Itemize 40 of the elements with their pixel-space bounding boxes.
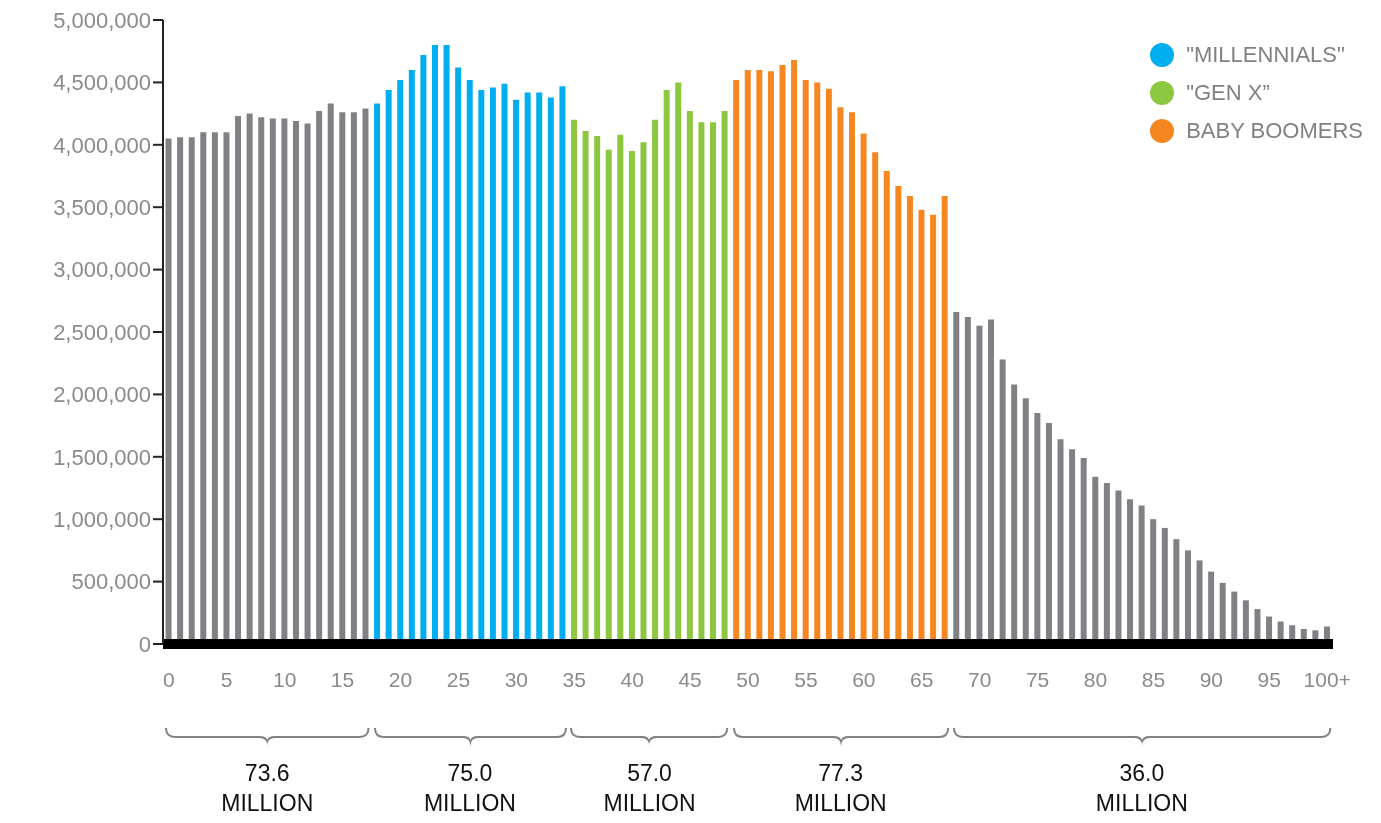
y-tick-label: 4,000,000 — [53, 132, 151, 158]
x-tick-label: 25 — [446, 667, 471, 691]
y-tick-label: 0 — [138, 631, 151, 657]
y-tick-label: 500,000 — [71, 569, 151, 595]
legend-label: BABY BOOMERS — [1186, 117, 1363, 145]
x-tick-label: 45 — [678, 667, 702, 691]
text: 57.0 MILLION — [602, 759, 697, 818]
y-tick-label: 3,500,000 — [53, 195, 151, 221]
x-tick-label: 35 — [562, 667, 586, 691]
x-tick-label: 55 — [794, 667, 818, 691]
legend-label: "MILLENNIALS" — [1186, 41, 1345, 69]
x-tick-label: 15 — [330, 667, 355, 691]
y-tick-label: 3,000,000 — [53, 257, 151, 283]
x-tick-label: 100+ — [1303, 667, 1351, 691]
x-tick-label: 65 — [910, 667, 934, 691]
y-tick-label: 4,500,000 — [53, 70, 151, 96]
x-tick-label: 60 — [852, 667, 876, 691]
x-tick-label: 5 — [220, 667, 233, 691]
x-tick-label: 80 — [1083, 667, 1108, 691]
x-tick-label: 10 — [272, 667, 297, 691]
x-tick-label: 95 — [1257, 667, 1281, 691]
text: 77.3 MILLION — [793, 759, 888, 818]
x-tick-label: 20 — [388, 667, 413, 691]
y-tick-label: 1,000,000 — [53, 507, 151, 533]
y-tick-label: 1,500,000 — [53, 444, 151, 470]
x-tick-label: 0 — [162, 667, 175, 691]
x-tick-label: 40 — [620, 667, 644, 691]
text: 75.0 MILLION — [422, 759, 517, 818]
x-tick-label: 70 — [968, 667, 992, 691]
y-tick-label: 2,000,000 — [53, 382, 151, 408]
x-tick-label: 50 — [736, 667, 760, 691]
x-tick-label: 30 — [504, 667, 528, 691]
x-tick-label: 85 — [1141, 667, 1166, 691]
x-tick-label: 75 — [1025, 667, 1050, 691]
text: 36.0 MILLION — [1094, 759, 1189, 818]
text: 73.6 MILLION — [220, 759, 315, 818]
y-tick-label: 2,500,000 — [53, 319, 151, 345]
x-tick-label: 90 — [1199, 667, 1224, 691]
y-tick-label: 5,000,000 — [53, 7, 151, 33]
legend-label: "GEN X” — [1186, 79, 1270, 107]
